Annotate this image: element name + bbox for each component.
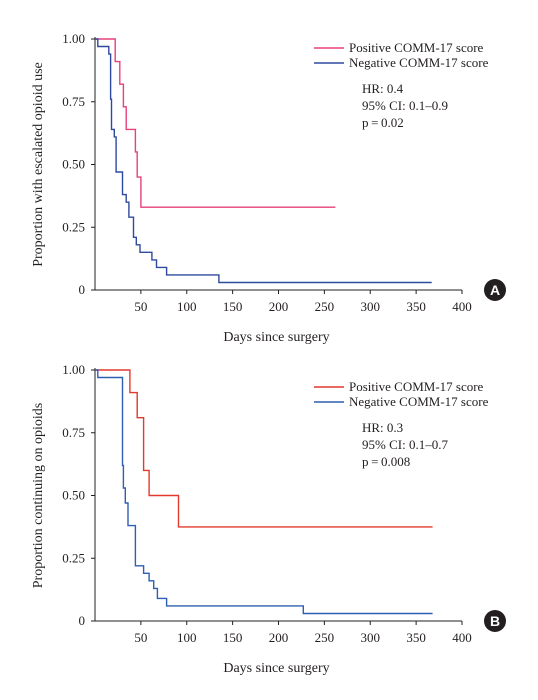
survival-curve-series-1 bbox=[95, 38, 336, 208]
y-tick-label: 0.25 bbox=[62, 550, 85, 565]
x-tick-label: 150 bbox=[223, 630, 243, 645]
y-tick-label: 0 bbox=[79, 282, 86, 297]
x-tick-label: 400 bbox=[452, 299, 472, 314]
x-tick-label: 350 bbox=[406, 630, 426, 645]
stat-annotation: 95% CI: 0.1–0.9 bbox=[362, 98, 448, 113]
x-tick-label: 350 bbox=[406, 299, 426, 314]
chart-panel-b: 0 0.25 0.50 0.75 1.00 50 100 150 200 250 300 350 400… bbox=[31, 362, 506, 676]
panel-badge-label: B bbox=[490, 613, 500, 629]
stat-annotation: p = 0.02 bbox=[362, 115, 404, 130]
y-tick-label: 0 bbox=[79, 613, 86, 628]
y-tick-label: 0.75 bbox=[62, 94, 85, 109]
stat-annotation: HR: 0.3 bbox=[362, 420, 403, 435]
x-axis-title: Days since surgery bbox=[223, 330, 329, 345]
x-tick-label: 50 bbox=[134, 299, 147, 314]
legend-label: Negative COMM-17 score bbox=[349, 394, 489, 409]
y-tick-label: 1.00 bbox=[62, 362, 85, 377]
y-axis-title: Proportion with escalated opioid use bbox=[31, 62, 46, 267]
panel-badge bbox=[484, 610, 506, 632]
y-tick-label: 0.25 bbox=[62, 219, 85, 234]
survival-curve-series-2 bbox=[95, 369, 433, 615]
y-tick-label: 0.50 bbox=[62, 157, 85, 172]
stat-annotation: HR: 0.4 bbox=[362, 81, 404, 96]
y-tick-label: 0.75 bbox=[62, 425, 85, 440]
y-tick-label: 1.00 bbox=[62, 31, 85, 46]
x-tick-label: 100 bbox=[177, 630, 197, 645]
legend-label: Positive COMM-17 score bbox=[349, 379, 484, 394]
y-axis-title: Proportion continuing on opioids bbox=[31, 403, 46, 589]
x-axis-title: Days since surgery bbox=[223, 661, 329, 676]
stat-annotation: p = 0.008 bbox=[362, 454, 410, 469]
survival-curve-series-1 bbox=[95, 369, 433, 528]
x-tick-label: 250 bbox=[315, 630, 335, 645]
x-tick-label: 50 bbox=[134, 630, 147, 645]
panel-badge bbox=[484, 279, 506, 301]
x-tick-label: 300 bbox=[361, 299, 381, 314]
x-tick-label: 250 bbox=[315, 299, 335, 314]
x-tick-label: 200 bbox=[269, 299, 289, 314]
panel-badge-label: A bbox=[490, 282, 500, 298]
legend-label: Positive COMM-17 score bbox=[349, 40, 484, 55]
stat-annotation: 95% CI: 0.1–0.7 bbox=[362, 437, 448, 452]
y-tick-label: 0.50 bbox=[62, 488, 85, 503]
x-tick-label: 300 bbox=[361, 630, 381, 645]
x-tick-label: 400 bbox=[452, 630, 472, 645]
x-tick-label: 150 bbox=[223, 299, 243, 314]
legend-label: Negative COMM-17 score bbox=[349, 55, 489, 70]
x-tick-label: 100 bbox=[177, 299, 197, 314]
survival-curve-series-2 bbox=[95, 38, 432, 284]
x-tick-label: 200 bbox=[269, 630, 289, 645]
chart-panel-a: 0 0.25 0.50 0.75 1.00 50 100 150 200 250 300 350 400… bbox=[31, 31, 506, 345]
